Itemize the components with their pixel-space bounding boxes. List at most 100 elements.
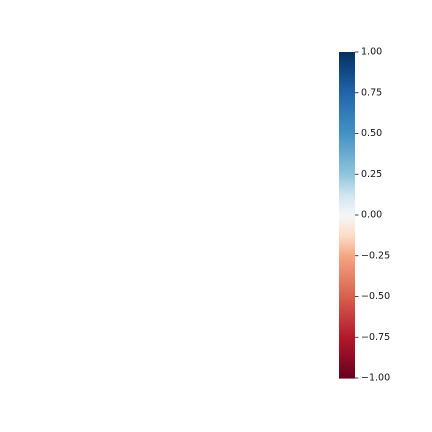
colorbar-segment xyxy=(339,88,355,91)
colorbar-segment xyxy=(339,252,355,255)
colorbar-segment xyxy=(339,226,355,229)
colorbar-segment xyxy=(339,74,355,77)
colorbar-segment xyxy=(339,126,355,129)
colorbar-segment xyxy=(339,106,355,109)
colorbar-segment xyxy=(339,92,355,95)
colorbar-segment xyxy=(339,64,355,67)
colorbar-segment xyxy=(339,134,355,137)
colorbar-segment xyxy=(339,276,355,279)
colorbar-segment xyxy=(339,340,355,343)
colorbar-tick-label: 0.75 xyxy=(361,87,382,98)
colorbar-segment xyxy=(339,268,355,271)
colorbar-segment xyxy=(339,176,355,179)
colorbar-segment xyxy=(339,158,355,161)
colorbar-segment xyxy=(339,318,355,321)
colorbar-segment xyxy=(339,144,355,147)
colorbar-segment xyxy=(339,254,355,257)
colorbar-segment xyxy=(339,274,355,277)
colorbar-segment xyxy=(339,280,355,283)
colorbar-segment xyxy=(339,250,355,253)
colorbar-segment xyxy=(339,96,355,99)
colorbar-segment xyxy=(339,322,355,325)
colorbar-segment xyxy=(339,94,355,97)
colorbar-segment xyxy=(339,66,355,69)
colorbar-segment xyxy=(339,178,355,181)
colorbar-segment xyxy=(339,244,355,247)
colorbar-segment xyxy=(339,120,355,123)
colorbar-segment xyxy=(339,366,355,369)
colorbar-segment xyxy=(339,68,355,71)
colorbar-segment xyxy=(339,258,355,261)
colorbar-segment xyxy=(339,236,355,239)
colorbar-segment xyxy=(339,70,355,73)
colorbar-segment xyxy=(339,272,355,275)
colorbar-segment xyxy=(339,288,355,291)
colorbar-segment xyxy=(339,110,355,113)
colorbar-segment xyxy=(339,230,355,233)
colorbar-segment xyxy=(339,266,355,269)
colorbar-segment xyxy=(339,374,355,377)
colorbar-segment xyxy=(339,184,355,187)
colorbar-segment xyxy=(339,336,355,339)
colorbar-segment xyxy=(339,290,355,293)
colorbar-segment xyxy=(339,100,355,103)
colorbar-segment xyxy=(339,154,355,157)
colorbar-segment xyxy=(339,310,355,313)
colorbar-segment xyxy=(339,104,355,107)
colorbar-segment xyxy=(339,242,355,245)
colorbar-segment xyxy=(339,136,355,139)
colorbar-segment xyxy=(339,346,355,349)
colorbar-segment xyxy=(339,54,355,57)
colorbar-segment xyxy=(339,360,355,363)
colorbar-segment xyxy=(339,132,355,135)
colorbar-segment xyxy=(339,172,355,175)
colorbar-segment xyxy=(339,194,355,197)
colorbar-tick-label: 0.50 xyxy=(361,128,382,139)
colorbar-segment xyxy=(339,238,355,241)
colorbar-segment xyxy=(339,164,355,167)
colorbar-segment xyxy=(339,224,355,227)
colorbar-segment xyxy=(339,356,355,359)
colorbar-segment xyxy=(339,160,355,163)
colorbar-segment xyxy=(339,122,355,125)
colorbar-segment xyxy=(339,362,355,365)
colorbar-tick-label: 0.25 xyxy=(361,169,382,180)
colorbar-segment xyxy=(339,228,355,231)
colorbar-segment xyxy=(339,308,355,311)
colorbar-segment xyxy=(339,202,355,205)
colorbar-segment xyxy=(339,286,355,289)
colorbar-segment xyxy=(339,130,355,133)
colorbar-segment xyxy=(339,180,355,183)
colorbar-segment xyxy=(339,240,355,243)
colorbar-tick-label: −0.50 xyxy=(361,291,390,302)
colorbar-segment xyxy=(339,62,355,65)
colorbar-tick-label: −0.75 xyxy=(361,332,390,343)
colorbar-segment xyxy=(339,334,355,337)
colorbar-segment xyxy=(339,368,355,371)
colorbar-segment xyxy=(339,186,355,189)
colorbar-segment xyxy=(339,142,355,145)
colorbar: 1.00 0.75 0.50 0.25 0.00 −0.25 −0.50 −0.75 −1.00 xyxy=(339,47,390,384)
colorbar-ticks: 1.00 0.75 0.50 0.25 0.00 −0.25 −0.50 −0.75 −1.00 xyxy=(355,47,390,384)
colorbar-tick-label: 1.00 xyxy=(361,47,382,58)
colorbar-segment xyxy=(339,292,355,295)
colorbar-segment xyxy=(339,352,355,355)
colorbar-segment xyxy=(339,270,355,273)
colorbar-segment xyxy=(339,140,355,143)
colorbar-segment xyxy=(339,82,355,85)
colorbar-segment xyxy=(339,124,355,127)
colorbar-segment xyxy=(339,128,355,131)
colorbar-segment xyxy=(339,212,355,215)
colorbar-segment xyxy=(339,300,355,303)
colorbar-segment xyxy=(339,248,355,251)
colorbar-segment xyxy=(339,320,355,323)
colorbar-segment xyxy=(339,350,355,353)
colorbar-segment xyxy=(339,294,355,297)
colorbar-segment xyxy=(339,282,355,285)
colorbar-segment xyxy=(339,84,355,87)
colorbar-segment xyxy=(339,90,355,93)
colorbar-segment xyxy=(339,108,355,111)
colorbar-segment xyxy=(339,218,355,221)
colorbar-segment xyxy=(339,196,355,199)
colorbar-segment xyxy=(339,206,355,209)
